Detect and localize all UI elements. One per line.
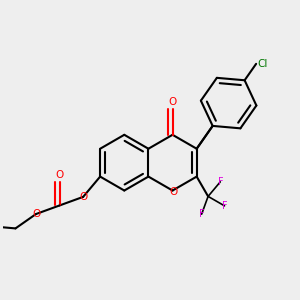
Text: Cl: Cl bbox=[257, 59, 267, 69]
Text: O: O bbox=[79, 192, 87, 202]
Text: O: O bbox=[168, 97, 177, 107]
Text: O: O bbox=[32, 209, 40, 219]
Text: F: F bbox=[218, 177, 223, 187]
Text: O: O bbox=[169, 187, 178, 197]
Text: O: O bbox=[56, 170, 64, 180]
Text: F: F bbox=[222, 201, 227, 211]
Text: F: F bbox=[199, 209, 204, 219]
